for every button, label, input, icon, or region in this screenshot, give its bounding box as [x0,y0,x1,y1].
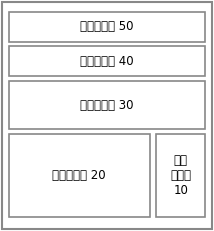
FancyBboxPatch shape [156,134,205,217]
Text: 第二版图区 20: 第二版图区 20 [52,169,106,182]
Text: 第三版图区 30: 第三版图区 30 [80,99,134,112]
FancyBboxPatch shape [9,12,205,42]
Text: 第四版图区 40: 第四版图区 40 [80,55,134,68]
FancyBboxPatch shape [9,81,205,129]
Text: 第五版图区 50: 第五版图区 50 [80,20,134,33]
FancyBboxPatch shape [9,134,150,217]
FancyBboxPatch shape [2,2,212,229]
Text: 第一
版图区
10: 第一 版图区 10 [170,154,191,197]
FancyBboxPatch shape [9,46,205,76]
